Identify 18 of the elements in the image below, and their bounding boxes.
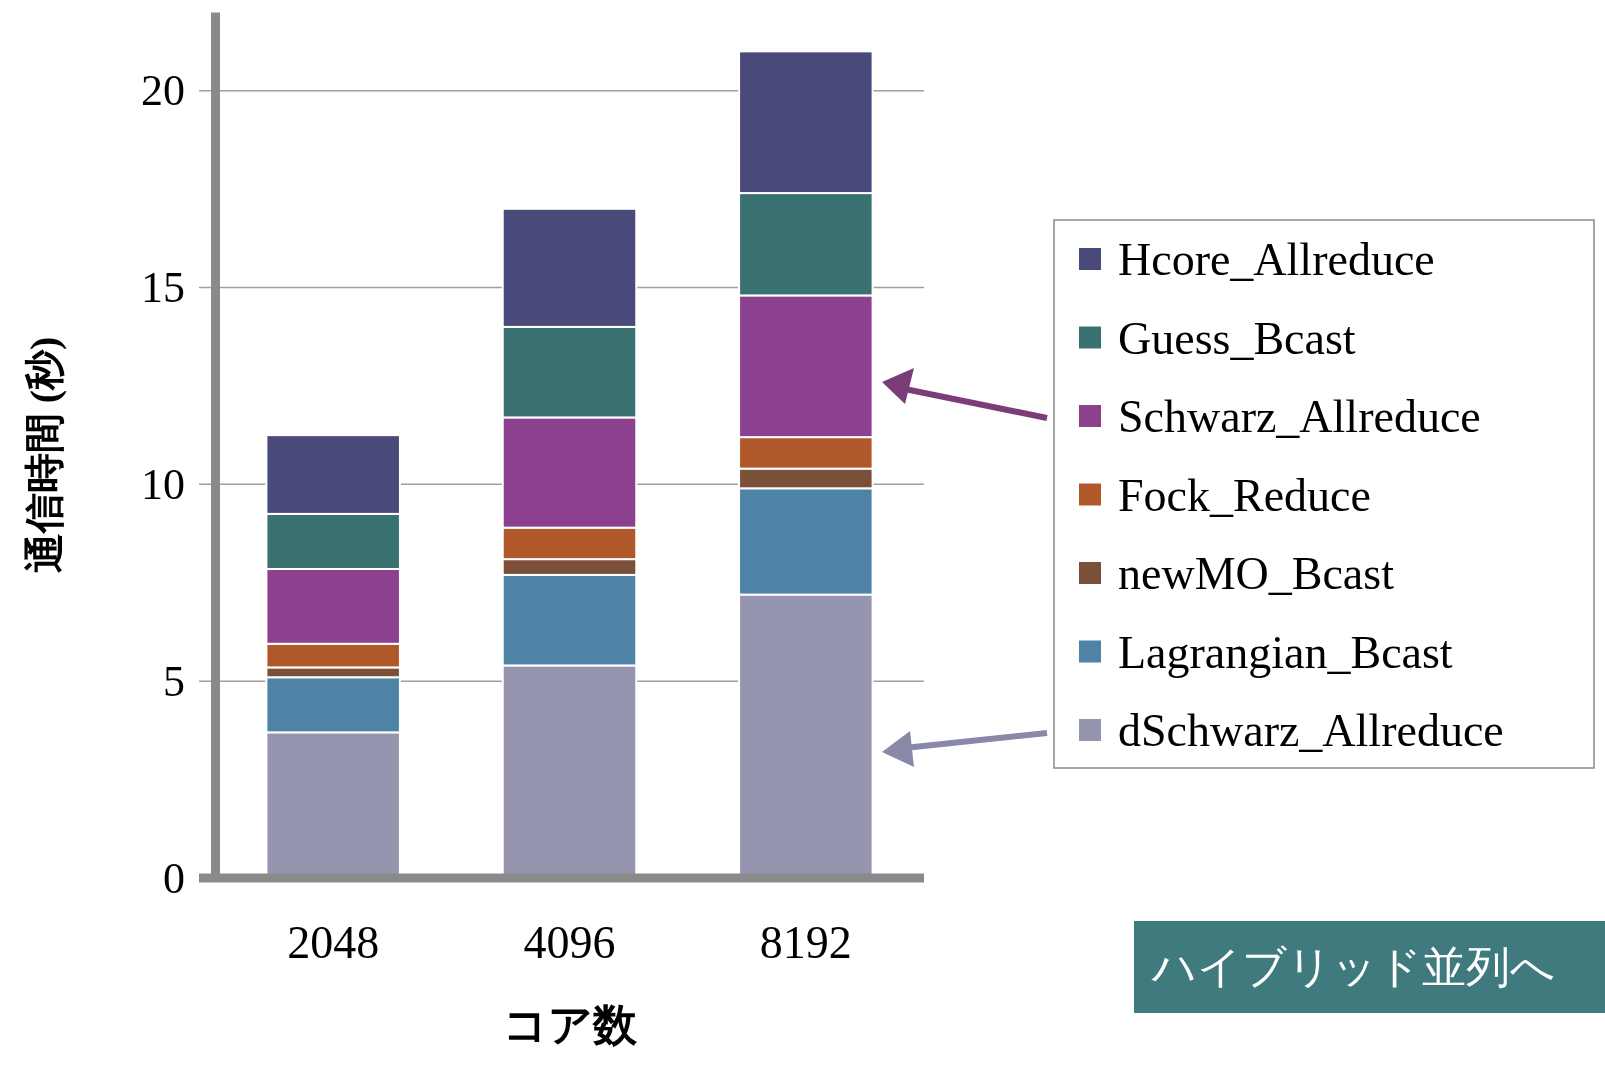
y-tick-label: 5 (163, 656, 185, 706)
x-tick-label: 4096 (523, 917, 616, 968)
x-tick-label: 2048 (287, 917, 380, 968)
y-tick-label: 0 (163, 853, 185, 903)
x-tick-label: 8192 (759, 917, 852, 968)
legend-label: Lagrangian_Bcast (1118, 626, 1453, 678)
legend-label: newMO_Bcast (1118, 548, 1395, 600)
legend-label: Fock_Reduce (1118, 469, 1371, 521)
y-axis-title: 通信時間 (秒) (22, 336, 67, 574)
legend-label: Guess_Bcast (1118, 312, 1356, 364)
legend-label: Schwarz_Allreduce (1118, 391, 1481, 443)
text: ハイブリッド並列へ (1151, 943, 1555, 993)
y-tick-label: 20 (141, 66, 185, 116)
y-tick-label: 15 (141, 263, 185, 313)
y-tick-label: 10 (141, 459, 185, 509)
legend-label: Hcore_Allreduce (1118, 234, 1435, 286)
x-axis-title: コア数 (502, 1001, 638, 1050)
legend-label: dSchwarz_Allreduce (1118, 705, 1504, 757)
